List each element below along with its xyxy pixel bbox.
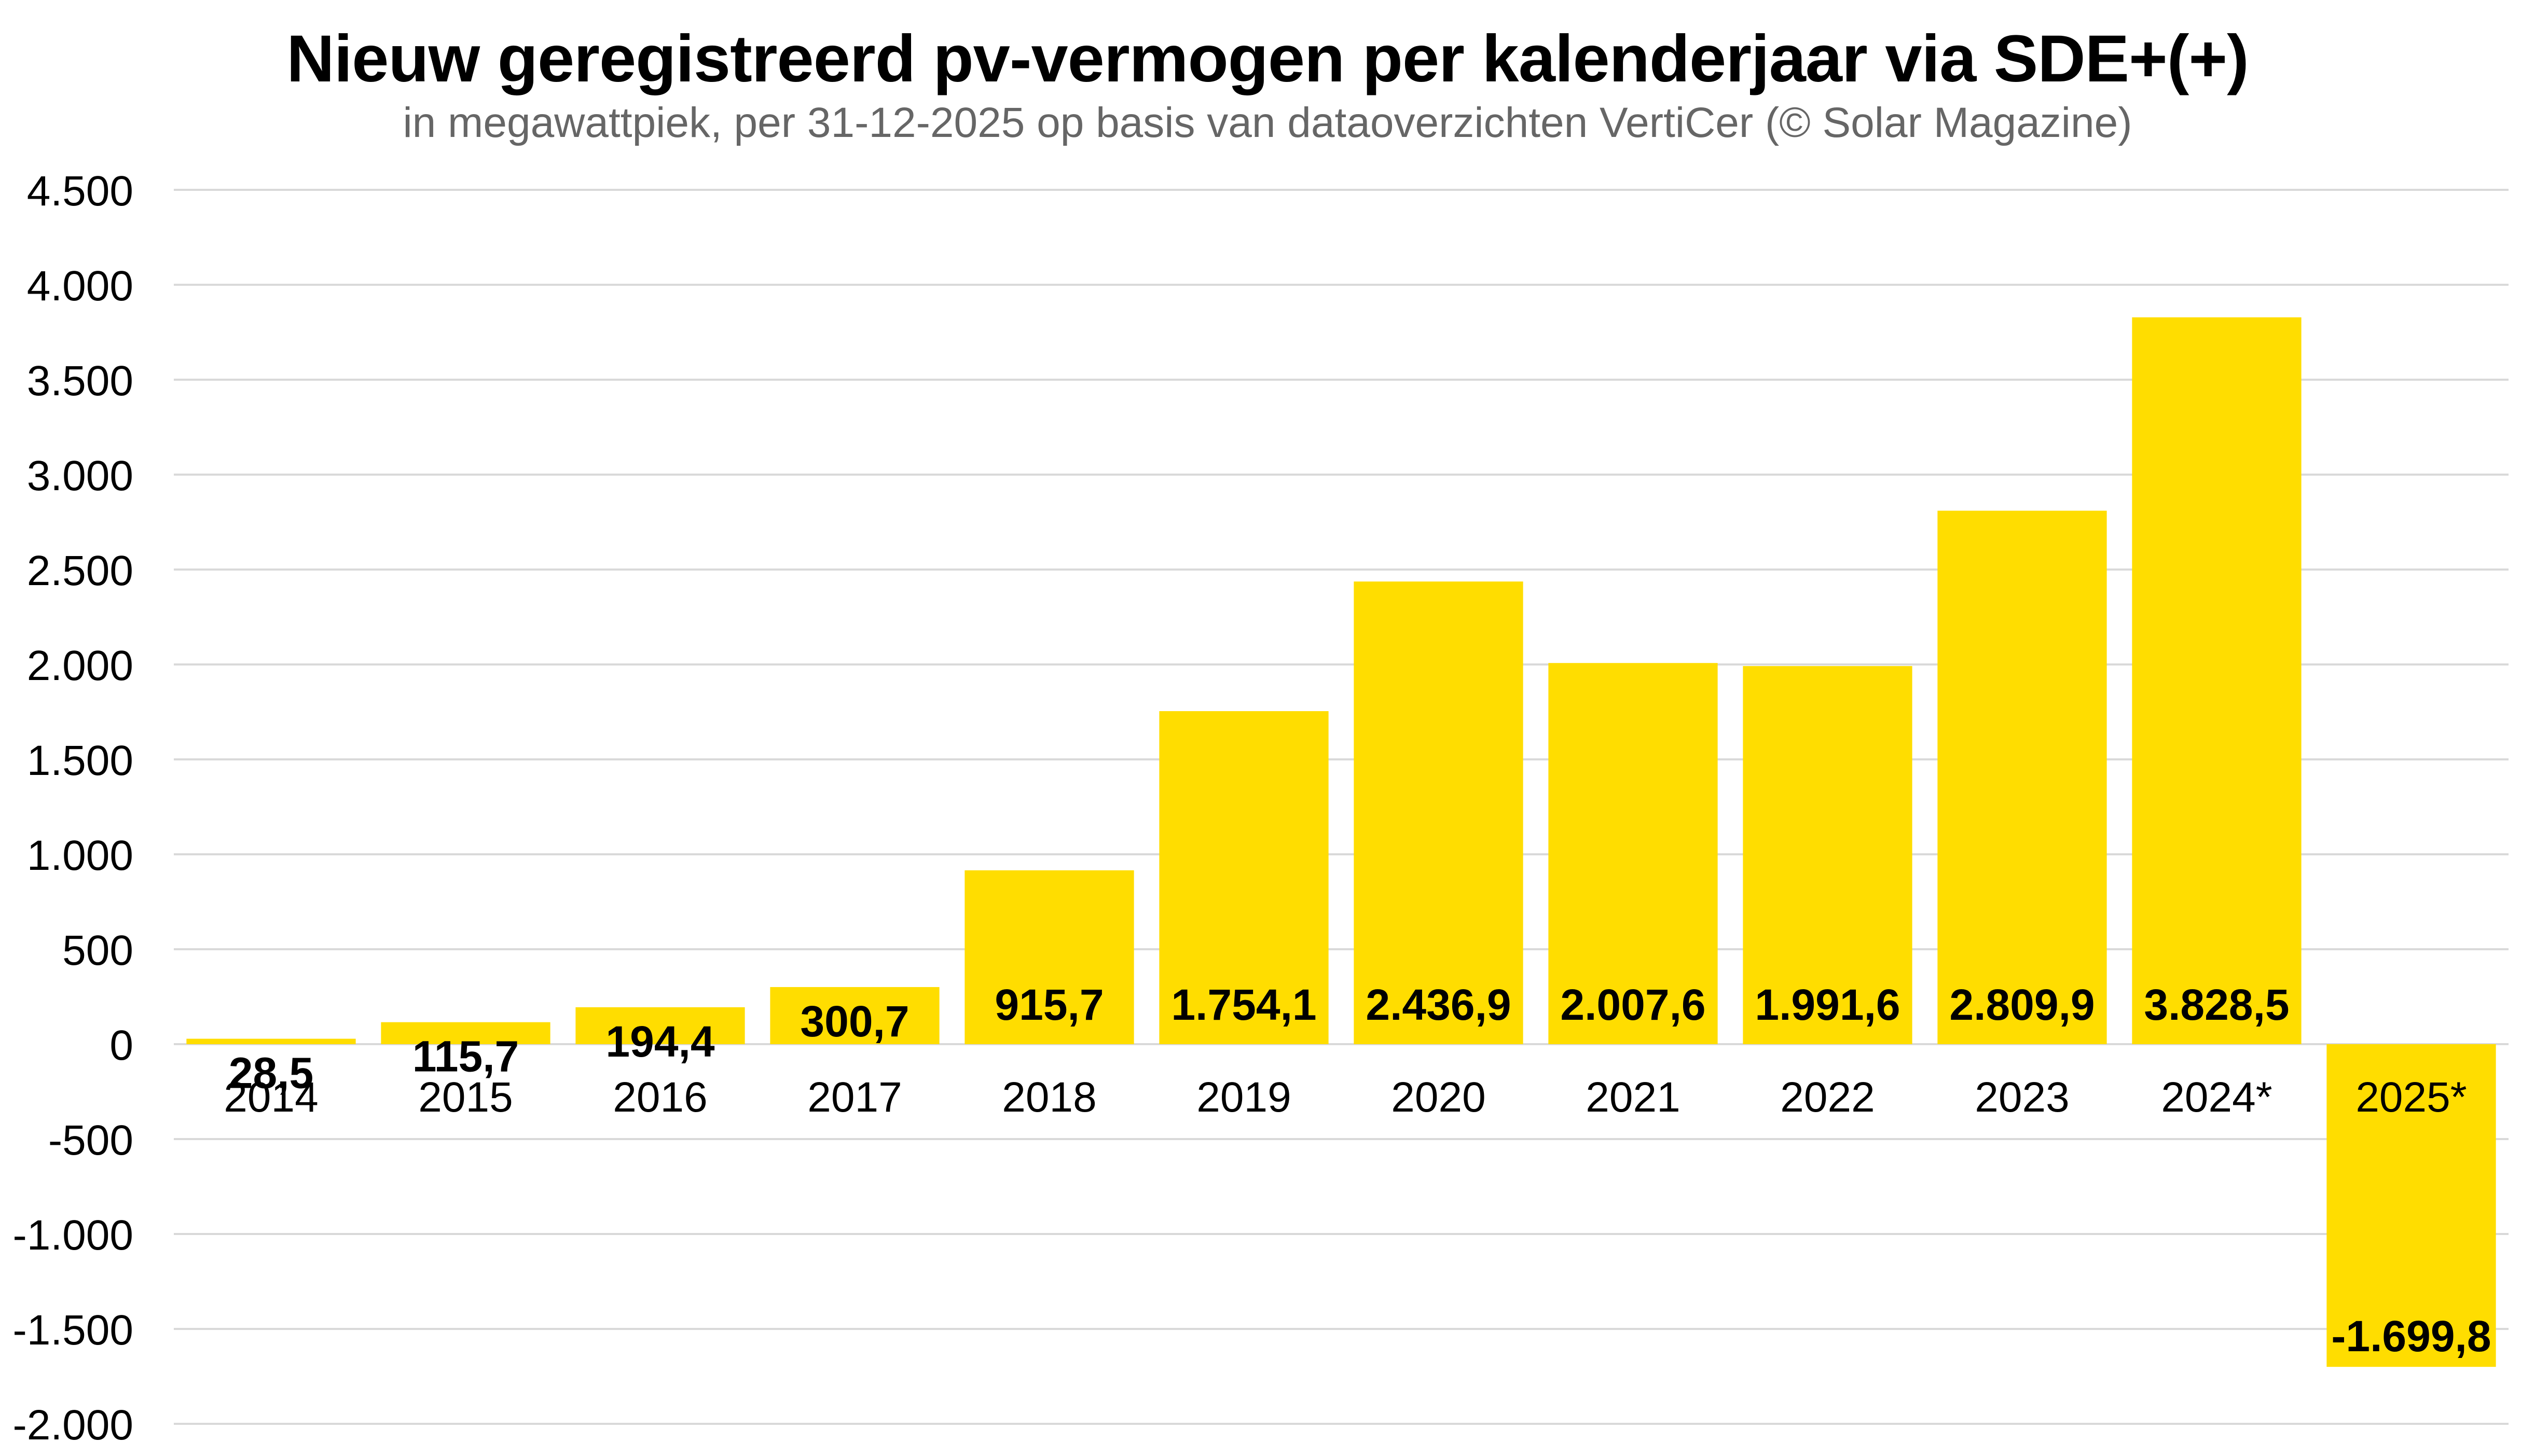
bar-2016 — [575, 1007, 745, 1044]
bar-2023 — [1937, 510, 2107, 1044]
bar-2024 — [2132, 317, 2302, 1044]
y-tick-label: 500 — [62, 927, 133, 974]
y-tick-label: 4.000 — [27, 262, 133, 310]
x-tick-label: 2023 — [1975, 1074, 2069, 1121]
y-tick-label: 0 — [109, 1022, 133, 1069]
chart-title: Nieuw geregistreerd pv-vermogen per kale… — [286, 22, 2249, 96]
x-tick-label: 2024* — [2161, 1074, 2272, 1121]
x-tick-label: 2016 — [613, 1074, 707, 1121]
x-tick-label: 2020 — [1391, 1074, 1485, 1121]
y-tick-label: 3.000 — [27, 452, 133, 500]
data-label: 915,7 — [995, 980, 1104, 1029]
bars — [186, 317, 2496, 1367]
data-label: 115,7 — [412, 1032, 519, 1081]
y-tick-label: 3.500 — [27, 357, 133, 405]
data-label: 194,4 — [605, 1017, 714, 1066]
data-label: 1.991,6 — [1755, 980, 1900, 1029]
y-tick-label: 4.500 — [27, 168, 133, 215]
data-label: 2.436,9 — [1366, 980, 1511, 1029]
data-label: 28,5 — [229, 1049, 314, 1098]
y-tick-label: -500 — [48, 1117, 133, 1164]
data-labels: 28,5 115,7 194,4 300,7 915,7 1.754,1 2.436,9 2.… — [229, 980, 2491, 1361]
x-tick-label: 2025* — [2355, 1074, 2467, 1121]
data-label: 2.007,6 — [1560, 980, 1705, 1029]
bar-2015 — [381, 1022, 550, 1044]
y-tick-label: -1.500 — [12, 1307, 133, 1354]
y-tick-label: -1.000 — [12, 1212, 133, 1259]
gridlines — [174, 189, 2509, 1425]
x-axis-labels: 2014 2015 2016 2017 2018 2019 2020 2021 2022 2023… — [224, 1074, 2467, 1121]
x-tick-label: 2022 — [1780, 1074, 1875, 1121]
data-label: 3.828,5 — [2144, 980, 2289, 1029]
bar-2021 — [1548, 663, 1718, 1044]
chart-subtitle: in megawattpiek, per 31-12-2025 op basis… — [403, 99, 2132, 146]
y-tick-label: 2.500 — [27, 547, 133, 594]
data-label: 2.809,9 — [1949, 980, 2095, 1029]
y-tick-label: 1.000 — [27, 832, 133, 879]
x-tick-label: 2019 — [1196, 1074, 1291, 1121]
x-tick-label: 2018 — [1002, 1074, 1096, 1121]
y-axis-ticks: 4.500 4.000 3.500 3.000 2.500 2.000 1.500 1.000… — [12, 168, 133, 1449]
x-tick-label: 2021 — [1586, 1074, 1680, 1121]
data-label: -1.699,8 — [2331, 1312, 2491, 1361]
bar-2022 — [1743, 666, 1912, 1044]
x-tick-label: 2015 — [418, 1074, 513, 1121]
x-tick-label: 2014 — [224, 1074, 318, 1121]
data-label: 300,7 — [800, 997, 909, 1046]
bar-2025 — [2326, 1044, 2496, 1367]
bar-2017 — [770, 987, 940, 1044]
x-tick-label: 2017 — [807, 1074, 902, 1121]
data-label: 1.754,1 — [1171, 980, 1316, 1029]
y-tick-label: -2.000 — [12, 1402, 133, 1449]
y-tick-label: 2.000 — [27, 642, 133, 689]
bar-2014 — [186, 1038, 356, 1044]
y-tick-label: 1.500 — [27, 737, 133, 784]
bar-2019 — [1159, 711, 1329, 1044]
bar-2018 — [965, 870, 1134, 1044]
bar-2020 — [1354, 581, 1523, 1044]
